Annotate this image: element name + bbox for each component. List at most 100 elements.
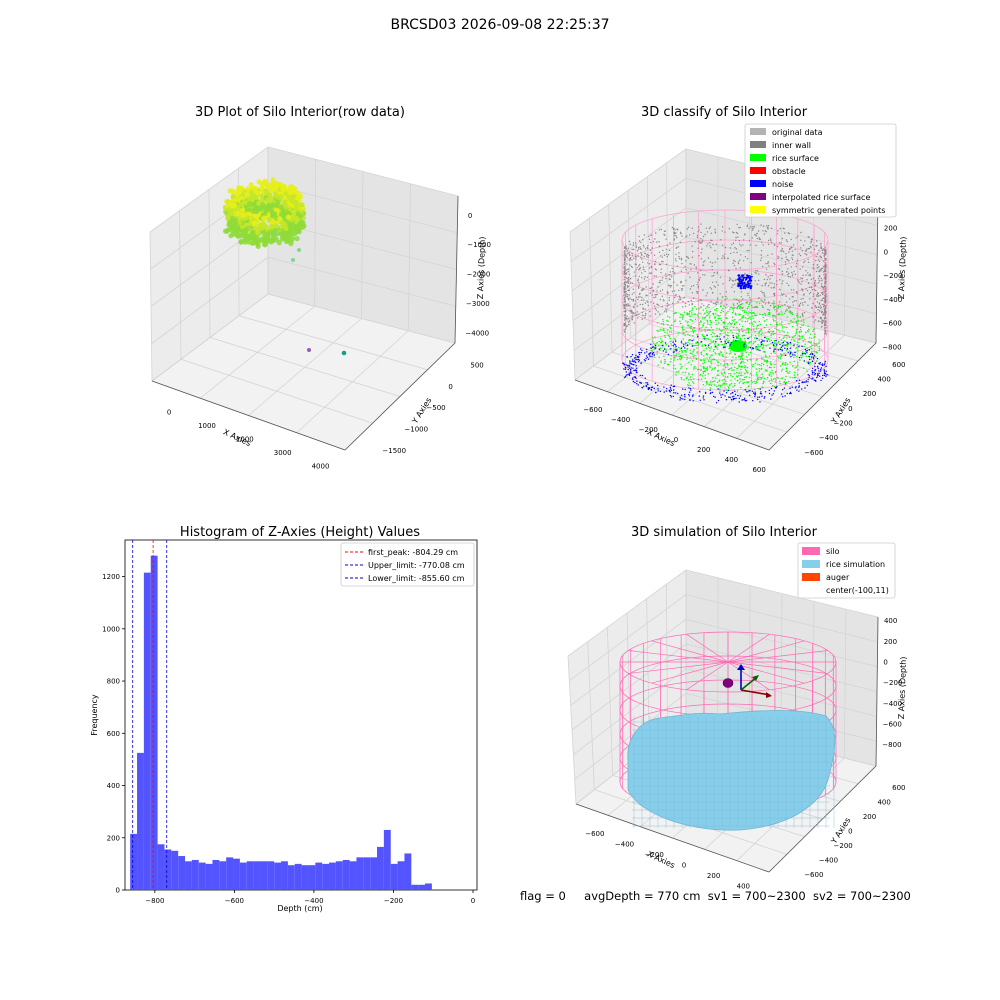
- wall-point: [771, 253, 773, 255]
- wall-point: [789, 276, 791, 278]
- rice-point: [709, 329, 711, 331]
- rice-point: [800, 320, 803, 322]
- rice-point: [706, 354, 709, 356]
- wall-point: [774, 263, 776, 266]
- rice-point: [705, 380, 708, 383]
- wall-point: [824, 247, 827, 249]
- wall-point: [724, 299, 727, 301]
- wall-point: [628, 273, 630, 276]
- wall-point: [677, 301, 679, 303]
- rice-point: [703, 304, 705, 307]
- wall-point: [778, 257, 780, 259]
- noise-point: [739, 278, 741, 280]
- noise-point: [775, 386, 778, 388]
- rice-point: [757, 344, 759, 346]
- wall-point: [659, 313, 661, 315]
- wall-point: [627, 282, 629, 284]
- rice-point: [746, 381, 748, 383]
- grid-line: [209, 337, 401, 397]
- wall-point: [681, 285, 684, 287]
- wall-point: [700, 223, 702, 225]
- noise-point: [685, 342, 687, 344]
- rice-point: [796, 322, 798, 324]
- rice-point: [692, 351, 694, 353]
- noise-point: [814, 365, 816, 368]
- wall-point: [648, 238, 651, 240]
- wall-point: [787, 268, 789, 270]
- rice-point: [714, 343, 716, 345]
- raw-point: [274, 193, 280, 199]
- rice-point: [724, 314, 727, 316]
- wall-point: [676, 237, 678, 239]
- noise-point: [819, 362, 821, 364]
- noise-point: [645, 355, 648, 357]
- rice-point: [796, 315, 798, 317]
- wall-point: [810, 240, 812, 243]
- raw-point: [228, 233, 234, 239]
- rice-point: [691, 314, 693, 316]
- noise-point: [741, 399, 743, 401]
- wall-point: [668, 285, 671, 287]
- wall-point: [710, 232, 713, 234]
- wall-point: [721, 257, 723, 260]
- wall-point: [762, 244, 764, 246]
- rice-point: [725, 317, 728, 320]
- noise-point: [675, 340, 677, 342]
- wall-point: [666, 255, 668, 258]
- rice-point: [693, 367, 695, 369]
- rice-point: [743, 362, 745, 364]
- wall-point: [639, 264, 641, 266]
- wall-point: [738, 226, 740, 229]
- wall-point: [812, 277, 815, 280]
- noise-point: [684, 388, 686, 391]
- wall-point: [706, 245, 708, 247]
- wall-point: [767, 284, 770, 287]
- wall-point: [764, 295, 766, 297]
- rice-point: [770, 352, 772, 355]
- wall-point: [814, 298, 816, 300]
- wall-point: [815, 306, 818, 309]
- wall-point: [680, 280, 682, 283]
- wall-point: [644, 314, 647, 316]
- noise-point: [738, 279, 741, 282]
- wall-point: [656, 241, 658, 243]
- wall-point: [627, 289, 629, 292]
- rice-point: [707, 360, 710, 362]
- wall-point: [638, 293, 641, 295]
- rice-point: [788, 310, 791, 312]
- wall-point: [765, 263, 767, 265]
- noise-point: [630, 355, 632, 358]
- wall-point: [742, 298, 744, 300]
- rice-point: [730, 374, 732, 377]
- rice-point: [801, 335, 803, 338]
- z-tick-label: −1000: [467, 241, 491, 249]
- hist-bar: [390, 863, 398, 890]
- wall-point: [771, 274, 773, 277]
- wall-point: [654, 296, 657, 298]
- rice-point: [756, 324, 758, 327]
- noise-point: [745, 391, 748, 393]
- wall-point: [688, 304, 690, 306]
- wall-point: [633, 292, 635, 294]
- rice-point: [721, 329, 724, 331]
- rice-point: [706, 321, 709, 323]
- raw-point: [240, 207, 246, 214]
- rice-point: [791, 352, 793, 354]
- noise-point: [766, 340, 768, 342]
- rice-point: [717, 374, 719, 377]
- rice-point: [688, 382, 690, 384]
- rice-point: [713, 333, 715, 335]
- grid-line: [685, 643, 878, 692]
- rice-point: [715, 377, 717, 379]
- wall-point: [767, 262, 769, 265]
- rice-point: [772, 378, 775, 380]
- wall-point: [781, 282, 783, 285]
- rice-point: [686, 356, 688, 358]
- rice-point: [664, 331, 666, 333]
- wall-point: [719, 293, 721, 295]
- noise-point: [735, 397, 737, 400]
- wall-point: [795, 291, 798, 293]
- wall-point: [825, 262, 827, 264]
- noise-point: [709, 389, 711, 391]
- wall-point: [776, 310, 778, 312]
